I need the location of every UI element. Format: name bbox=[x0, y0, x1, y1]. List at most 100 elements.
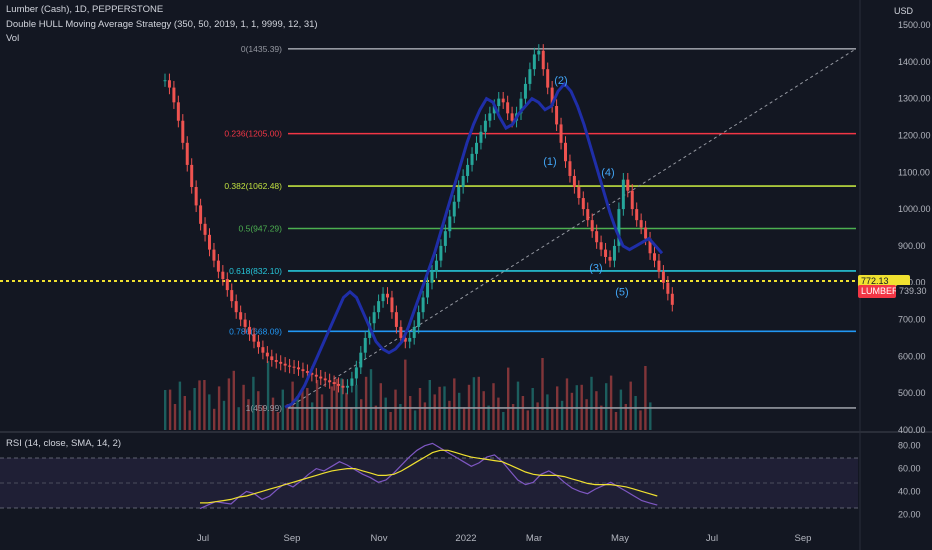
candle-body[interactable] bbox=[310, 372, 314, 375]
candle-body[interactable] bbox=[176, 102, 180, 121]
candle-body[interactable] bbox=[345, 385, 349, 388]
candle-body[interactable] bbox=[590, 220, 594, 232]
candle-body[interactable] bbox=[354, 367, 358, 379]
candle-body[interactable] bbox=[630, 190, 634, 210]
candle-body[interactable] bbox=[208, 234, 211, 250]
candle-body[interactable] bbox=[572, 175, 576, 187]
elliott-wave-label[interactable]: (3) bbox=[589, 263, 602, 275]
candle-body[interactable] bbox=[252, 334, 256, 342]
candle-body[interactable] bbox=[541, 50, 545, 70]
candle-body[interactable] bbox=[653, 253, 656, 261]
candle-body[interactable] bbox=[617, 209, 621, 246]
rsi-ma-line[interactable] bbox=[200, 449, 658, 504]
candle-body[interactable] bbox=[390, 297, 394, 313]
candle-body[interactable] bbox=[292, 366, 296, 368]
candle-body[interactable] bbox=[443, 231, 447, 246]
candle-body[interactable] bbox=[497, 98, 501, 106]
time-axis[interactable]: Jul Sep Nov 2022 Mar May Jul Sep bbox=[197, 533, 812, 544]
candle-body[interactable] bbox=[203, 223, 207, 235]
candle-body[interactable] bbox=[483, 120, 487, 132]
candle-body[interactable] bbox=[528, 69, 532, 84]
candle-body[interactable] bbox=[394, 312, 398, 327]
candle-body[interactable] bbox=[670, 293, 674, 305]
candle-body[interactable] bbox=[466, 164, 470, 176]
candle-body[interactable] bbox=[621, 179, 625, 210]
candle-body[interactable] bbox=[403, 337, 407, 342]
symbol-title[interactable]: Lumber (Cash), 1D, PEPPERSTONE bbox=[6, 4, 164, 15]
candle-body[interactable] bbox=[581, 198, 585, 210]
volume-title[interactable]: Vol bbox=[6, 33, 20, 44]
candle-body[interactable] bbox=[604, 249, 608, 257]
candle-body[interactable] bbox=[350, 378, 354, 386]
candle-body[interactable] bbox=[283, 363, 287, 366]
fib-trend-line[interactable] bbox=[287, 48, 857, 409]
candle-body[interactable] bbox=[537, 50, 541, 55]
candle-body[interactable] bbox=[523, 83, 527, 99]
rsi-title[interactable]: RSI (14, close, SMA, 14, 2) bbox=[6, 438, 122, 449]
candle-body[interactable] bbox=[230, 290, 234, 302]
candle-body[interactable] bbox=[243, 319, 247, 327]
candle-body[interactable] bbox=[506, 102, 510, 114]
candle-body[interactable] bbox=[323, 378, 327, 381]
candle-body[interactable] bbox=[172, 87, 176, 103]
candle-body[interactable] bbox=[212, 249, 216, 261]
candle-body[interactable] bbox=[239, 312, 243, 320]
elliott-wave-label[interactable]: (4) bbox=[601, 167, 614, 179]
candle-body[interactable] bbox=[412, 326, 416, 338]
candle-body[interactable] bbox=[194, 187, 198, 206]
candle-body[interactable] bbox=[377, 301, 381, 313]
candle-body[interactable] bbox=[470, 153, 474, 165]
candle-body[interactable] bbox=[305, 371, 309, 373]
candle-body[interactable] bbox=[430, 271, 434, 283]
candle-body[interactable] bbox=[657, 260, 661, 272]
candle-body[interactable] bbox=[644, 227, 648, 239]
candle-body[interactable] bbox=[457, 187, 461, 202]
candle-body[interactable] bbox=[599, 242, 603, 250]
candle-body[interactable] bbox=[546, 69, 550, 88]
candle-body[interactable] bbox=[648, 238, 652, 254]
candle-body[interactable] bbox=[626, 179, 630, 191]
candle-body[interactable] bbox=[216, 260, 220, 272]
candle-body[interactable] bbox=[274, 360, 278, 362]
candle-body[interactable] bbox=[301, 369, 305, 372]
candle-body[interactable] bbox=[314, 374, 318, 377]
candle-body[interactable] bbox=[408, 337, 412, 342]
candle-body[interactable] bbox=[199, 205, 203, 224]
candle-body[interactable] bbox=[190, 164, 194, 187]
candle-body[interactable] bbox=[608, 256, 612, 261]
candle-body[interactable] bbox=[288, 365, 292, 367]
candle-body[interactable] bbox=[550, 87, 554, 106]
candle-body[interactable] bbox=[475, 142, 478, 154]
candle-body[interactable] bbox=[426, 282, 430, 298]
candle-body[interactable] bbox=[612, 245, 616, 261]
candle-body[interactable] bbox=[163, 80, 167, 82]
candle-body[interactable] bbox=[399, 326, 403, 338]
candle-body[interactable] bbox=[337, 383, 341, 386]
candle-body[interactable] bbox=[564, 142, 567, 162]
candle-body[interactable] bbox=[417, 312, 421, 327]
candle-body[interactable] bbox=[167, 80, 171, 88]
elliott-wave-label[interactable]: (2) bbox=[554, 75, 567, 87]
candle-body[interactable] bbox=[297, 367, 300, 370]
candle-body[interactable] bbox=[341, 385, 345, 388]
candle-body[interactable] bbox=[359, 352, 363, 368]
candle-body[interactable] bbox=[488, 113, 492, 121]
candle-body[interactable] bbox=[577, 187, 581, 199]
candle-body[interactable] bbox=[328, 380, 332, 383]
candle-body[interactable] bbox=[265, 352, 269, 357]
candle-body[interactable] bbox=[639, 220, 643, 228]
rsi-line[interactable] bbox=[199, 442, 658, 510]
candle-body[interactable] bbox=[225, 279, 229, 291]
candle-body[interactable] bbox=[185, 142, 189, 165]
candle-body[interactable] bbox=[256, 341, 260, 348]
candle-body[interactable] bbox=[439, 245, 443, 261]
candle-body[interactable] bbox=[181, 120, 185, 143]
candle-body[interactable] bbox=[452, 201, 456, 217]
candle-body[interactable] bbox=[595, 231, 599, 243]
candle-body[interactable] bbox=[666, 282, 670, 294]
rsi-pane[interactable] bbox=[199, 442, 658, 510]
candle-body[interactable] bbox=[635, 209, 639, 221]
candle-body[interactable] bbox=[519, 98, 523, 114]
price-pane[interactable]: 0(1435.39) 0.236(1205.00) 0.382(1062.48) 0.… bbox=[0, 44, 857, 430]
